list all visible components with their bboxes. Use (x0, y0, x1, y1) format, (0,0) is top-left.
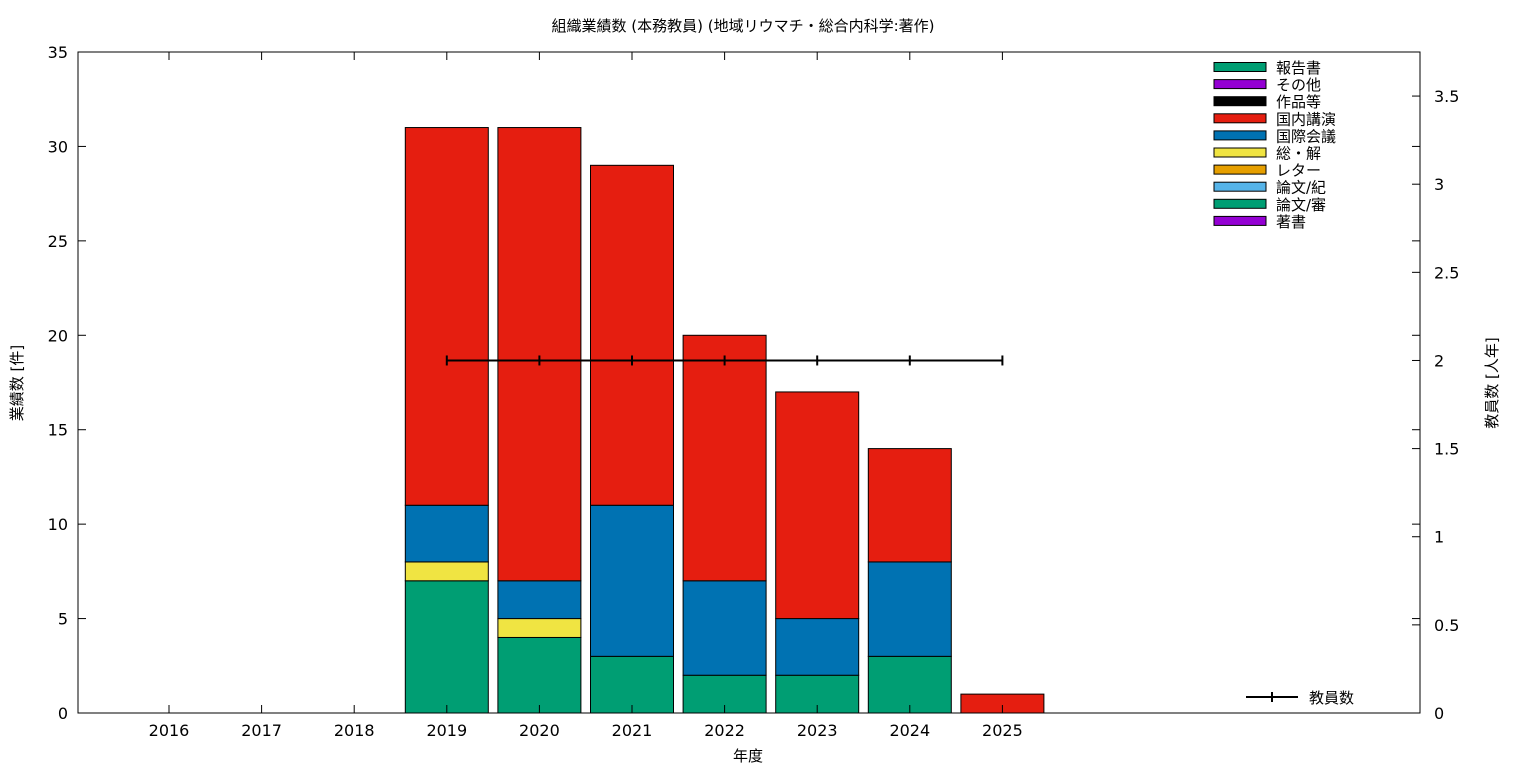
x-tick-label: 2017 (241, 721, 282, 740)
y-tick-label: 0 (58, 704, 68, 723)
legend-label: 著書 (1276, 213, 1306, 231)
bar-segment (404, 580, 489, 714)
plot-frame (77, 51, 1421, 714)
bar-segment (497, 127, 582, 582)
legend-swatch (1213, 62, 1267, 72)
x-tick-label: 2023 (797, 721, 838, 740)
y-tick-label: 10 (48, 515, 68, 534)
y2-tick-label: 2 (1434, 351, 1444, 370)
legend-line-label: 教員数 (1309, 689, 1354, 707)
y2-tick-label: 1 (1434, 528, 1444, 547)
bar-segment (775, 391, 860, 620)
legend-label: 論文/紀 (1276, 179, 1326, 197)
chart-title: 組織業績数 (本務教員) (地域リウマチ・総合内科学:著作) (551, 17, 934, 35)
bar-segment (590, 504, 674, 657)
legend-label: 論文/審 (1276, 196, 1326, 214)
y2-tick-label: 2.5 (1434, 263, 1459, 282)
legend-swatch (1213, 79, 1267, 90)
staff-line-layer (445, 355, 1004, 366)
y2-axis-title: 教員数 [人年] (1483, 337, 1501, 428)
bar-segment (497, 636, 582, 714)
y-tick-label: 20 (48, 326, 68, 345)
y2-tick-label: 0 (1434, 704, 1444, 723)
x-tick-label: 2018 (334, 721, 375, 740)
y-tick-label: 25 (48, 232, 68, 251)
legend-swatch (1213, 164, 1267, 175)
x-tick-label: 2021 (612, 721, 653, 740)
bar-segment (682, 580, 767, 676)
x-tick-label: 2024 (889, 721, 930, 740)
legend-swatch (1213, 96, 1267, 107)
legend-label: その他 (1276, 76, 1321, 94)
legend-label: 国際会議 (1276, 127, 1336, 145)
bar-segment (775, 618, 860, 676)
x-axis-title: 年度 (733, 747, 763, 765)
y-tick-label: 30 (48, 137, 68, 156)
bar-segment (497, 618, 582, 638)
x-tick-label: 2025 (982, 721, 1023, 740)
bar-segment (867, 561, 952, 657)
legend-label: レター (1276, 162, 1321, 180)
legend-label: 国内講演 (1276, 110, 1336, 128)
legend-swatch (1213, 181, 1267, 192)
x-tick-label: 2022 (704, 721, 745, 740)
bar-segment (590, 655, 674, 714)
bar-segment (867, 655, 952, 714)
y-tick-label: 15 (48, 421, 68, 440)
bar-segment (404, 561, 489, 582)
y-axis-title: 業績数 [件] (8, 345, 26, 421)
legend-label: 総・解 (1276, 145, 1321, 163)
legend-swatch (1213, 215, 1267, 226)
bar-segment (867, 448, 952, 563)
legend-swatch (1213, 130, 1267, 141)
bar-segment (497, 580, 582, 620)
bar-segment (404, 127, 489, 506)
y2-tick-label: 1.5 (1434, 440, 1459, 459)
y-tick-label: 5 (58, 610, 68, 629)
legend-swatch (1213, 113, 1267, 124)
legend-label: 作品等 (1276, 93, 1321, 111)
bar-segment (590, 164, 674, 506)
x-tick-label: 2016 (149, 721, 190, 740)
bar-segment (404, 504, 489, 563)
x-tick-label: 2020 (519, 721, 560, 740)
legend-swatch (1213, 198, 1267, 209)
bars-layer (404, 127, 1045, 714)
y-tick-label: 35 (48, 43, 68, 62)
x-tick-label: 2019 (426, 721, 467, 740)
y2-tick-label: 3.5 (1434, 87, 1459, 106)
legend-label: 報告書 (1276, 59, 1321, 77)
y2-tick-label: 0.5 (1434, 616, 1459, 635)
legend-swatch (1213, 147, 1267, 158)
y2-tick-label: 3 (1434, 175, 1444, 194)
bar-segment (682, 334, 767, 582)
